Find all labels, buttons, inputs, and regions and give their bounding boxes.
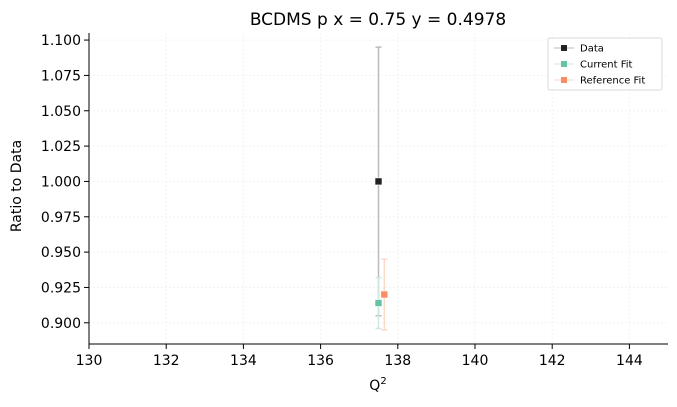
y-tick-label: 1.100 (41, 33, 81, 49)
legend: Data Current Fit Reference Fit (547, 37, 663, 91)
y-axis-label: Ratio to Data (9, 140, 25, 232)
data-point (374, 299, 383, 307)
legend-label: Data (580, 44, 604, 55)
x-tick-label: 144 (616, 353, 643, 369)
x-axis-label-base: Q (369, 378, 380, 394)
x-axis-label-superscript: 2 (380, 376, 386, 387)
data-point (374, 177, 383, 186)
x-axis-label: Q2 (369, 376, 386, 394)
legend-marker (561, 45, 567, 51)
legend-label: Reference Fit (580, 76, 645, 87)
x-tick-label: 132 (153, 353, 180, 369)
x-tick-label: 136 (307, 353, 334, 369)
x-tick-label: 130 (76, 353, 103, 369)
legend-marker (561, 61, 567, 67)
legend-marker (561, 77, 567, 83)
y-tick-label: 1.025 (41, 139, 81, 155)
y-tick-label: 1.075 (41, 68, 81, 84)
data-marks (374, 46, 389, 331)
legend-box (547, 37, 663, 91)
y-ticks: 0.900 0.925 0.950 0.975 1.000 1.025 1.050 1.075… (41, 33, 89, 332)
y-tick-label: 0.975 (41, 210, 81, 226)
y-tick-label: 1.000 (41, 174, 81, 190)
x-tick-label: 142 (539, 353, 566, 369)
legend-label: Current Fit (580, 60, 633, 71)
y-tick-label: 0.925 (41, 280, 81, 296)
y-tick-label: 0.950 (41, 245, 81, 261)
x-ticks: 130 132 134 136 138 140 142 144 (76, 344, 643, 369)
x-tick-label: 134 (230, 353, 257, 369)
chart-title: BCDMS p x = 0.75 y = 0.4978 (250, 10, 506, 30)
x-tick-label: 138 (384, 353, 411, 369)
y-tick-label: 1.050 (41, 104, 81, 120)
axes (88, 33, 668, 345)
y-tick-label: 0.900 (41, 316, 81, 332)
data-point (380, 290, 389, 299)
x-tick-label: 140 (462, 353, 489, 369)
